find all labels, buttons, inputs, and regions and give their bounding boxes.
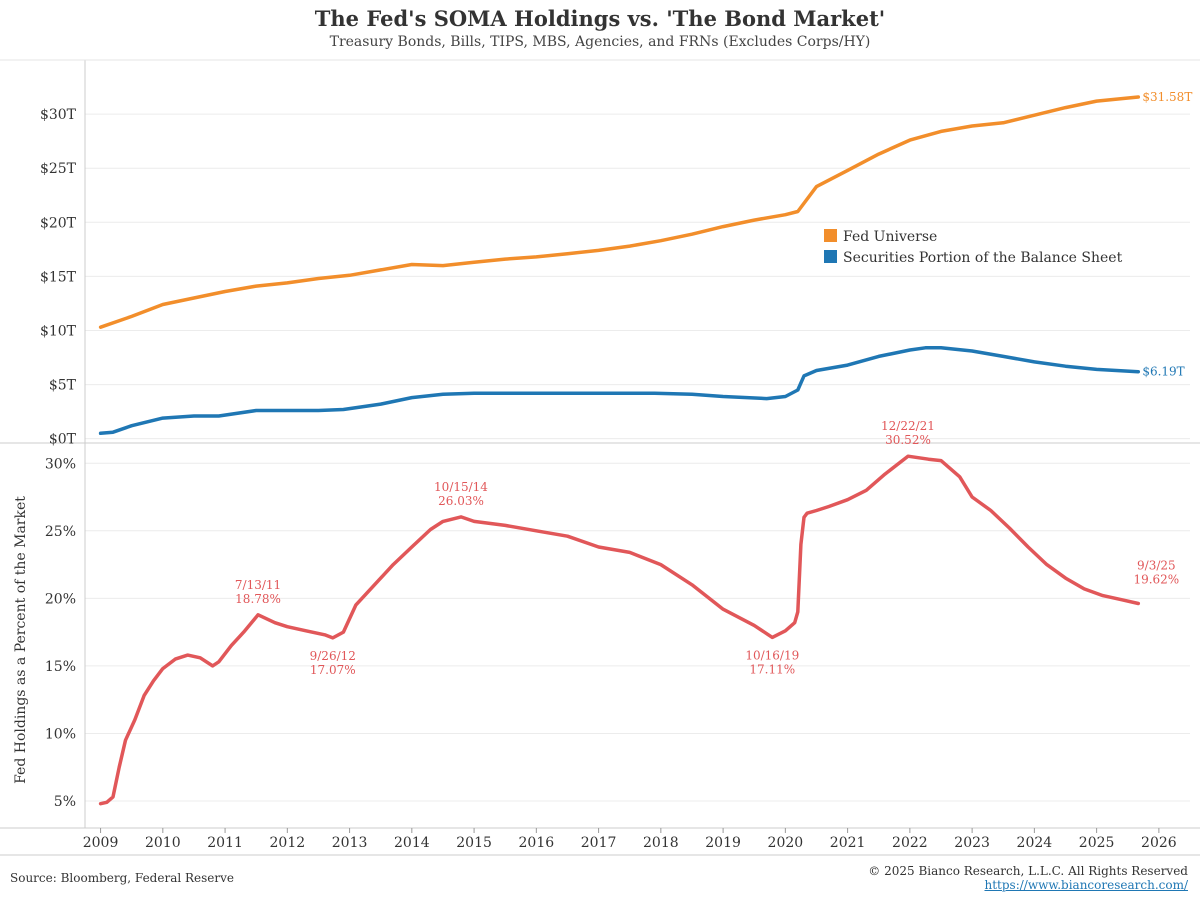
legend-label-securities: Securities Portion of the Balance Sheet [843,250,1123,266]
x-tick-label: 2013 [332,835,368,851]
securities-portion-line [98,346,1141,436]
annotation-date: 9/26/12 [310,649,356,663]
series-layer: $31.58T $6.19T [98,90,1192,806]
x-tick-label: 2012 [270,835,306,851]
annotation-date: 10/15/14 [434,480,488,494]
x-tick-label: 2020 [768,835,804,851]
bottom-y-tick-label: 25% [45,524,76,540]
annotation-date: 7/13/11 [235,578,281,592]
annotation-value: 19.62% [1133,572,1179,586]
annotation-value: 18.78% [235,592,281,606]
x-tick-label: 2010 [145,835,181,851]
x-tick-label: 2009 [83,835,119,851]
fed-universe-end-label: $31.58T [1142,90,1192,104]
bottom-y-axis-label: Fed Holdings as a Percent of the Market [13,496,29,784]
top-y-tick-label: $15T [40,269,77,285]
annotation-value: 17.11% [749,662,795,676]
top-y-tick-label: $0T [49,432,77,448]
annotation-value: 17.07% [310,663,356,677]
annotation-value: 30.52% [885,433,931,447]
x-tick-label: 2021 [830,835,866,851]
x-tick-label: 2015 [456,835,492,851]
x-tick-label: 2016 [519,835,555,851]
x-tick-label: 2011 [207,835,243,851]
website-link[interactable]: https://www.biancoresearch.com/ [984,878,1188,892]
legend-swatch-fed-universe [824,229,837,242]
x-axis-ticks: 2009 2010 2011 2012 2013 2014 2015 2016 2017 2018… [83,828,1177,851]
top-panel-grid [85,113,1190,440]
securities-end-label: $6.19T [1142,365,1184,379]
bottom-y-tick-label: 20% [45,591,76,607]
copyright-note: © 2025 Bianco Research, L.L.C. All Right… [868,864,1188,878]
x-tick-label: 2017 [581,835,617,851]
x-tick-label: 2018 [643,835,679,851]
percent-of-market-line [98,454,1141,806]
annotation-date: 9/3/25 [1137,558,1176,572]
x-tick-label: 2014 [394,835,430,851]
bottom-y-tick-label: 15% [45,659,76,675]
x-tick-label: 2024 [1017,835,1053,851]
source-note: Source: Bloomberg, Federal Reserve [10,871,235,885]
annotation-value: 26.03% [438,494,484,508]
legend-swatch-securities [824,250,837,263]
chart-frame [0,59,1200,856]
legend-label-fed-universe: Fed Universe [843,229,937,245]
annotation-date: 10/16/19 [745,648,799,662]
x-tick-label: 2022 [892,835,928,851]
bottom-panel-grid [85,462,1190,802]
legend: Fed Universe Securities Portion of the Ba… [824,229,1123,266]
x-tick-label: 2019 [705,835,741,851]
top-y-tick-label: $25T [40,161,77,177]
top-y-tick-label: $20T [40,215,77,231]
x-tick-label: 2025 [1079,835,1115,851]
page-title: The Fed's SOMA Holdings vs. 'The Bond Ma… [314,6,886,31]
annotation-date: 12/22/21 [881,419,935,433]
bottom-y-axis-ticks: 5% 10% 15% 20% 25% 30% [45,456,76,810]
page-subtitle: Treasury Bonds, Bills, TIPS, MBS, Agenci… [329,34,871,50]
x-tick-label: 2023 [954,835,990,851]
fed-universe-line [98,95,1141,329]
top-y-tick-label: $5T [49,378,77,394]
bottom-y-tick-label: 5% [54,794,76,810]
top-y-axis-ticks: $0T $5T $10T $15T $20T $25T $30T [40,107,77,448]
top-y-tick-label: $10T [40,323,77,339]
x-tick-label: 2026 [1141,835,1177,851]
bottom-y-tick-label: 30% [45,456,76,472]
bottom-y-tick-label: 10% [45,726,76,742]
top-y-tick-label: $30T [40,107,77,123]
